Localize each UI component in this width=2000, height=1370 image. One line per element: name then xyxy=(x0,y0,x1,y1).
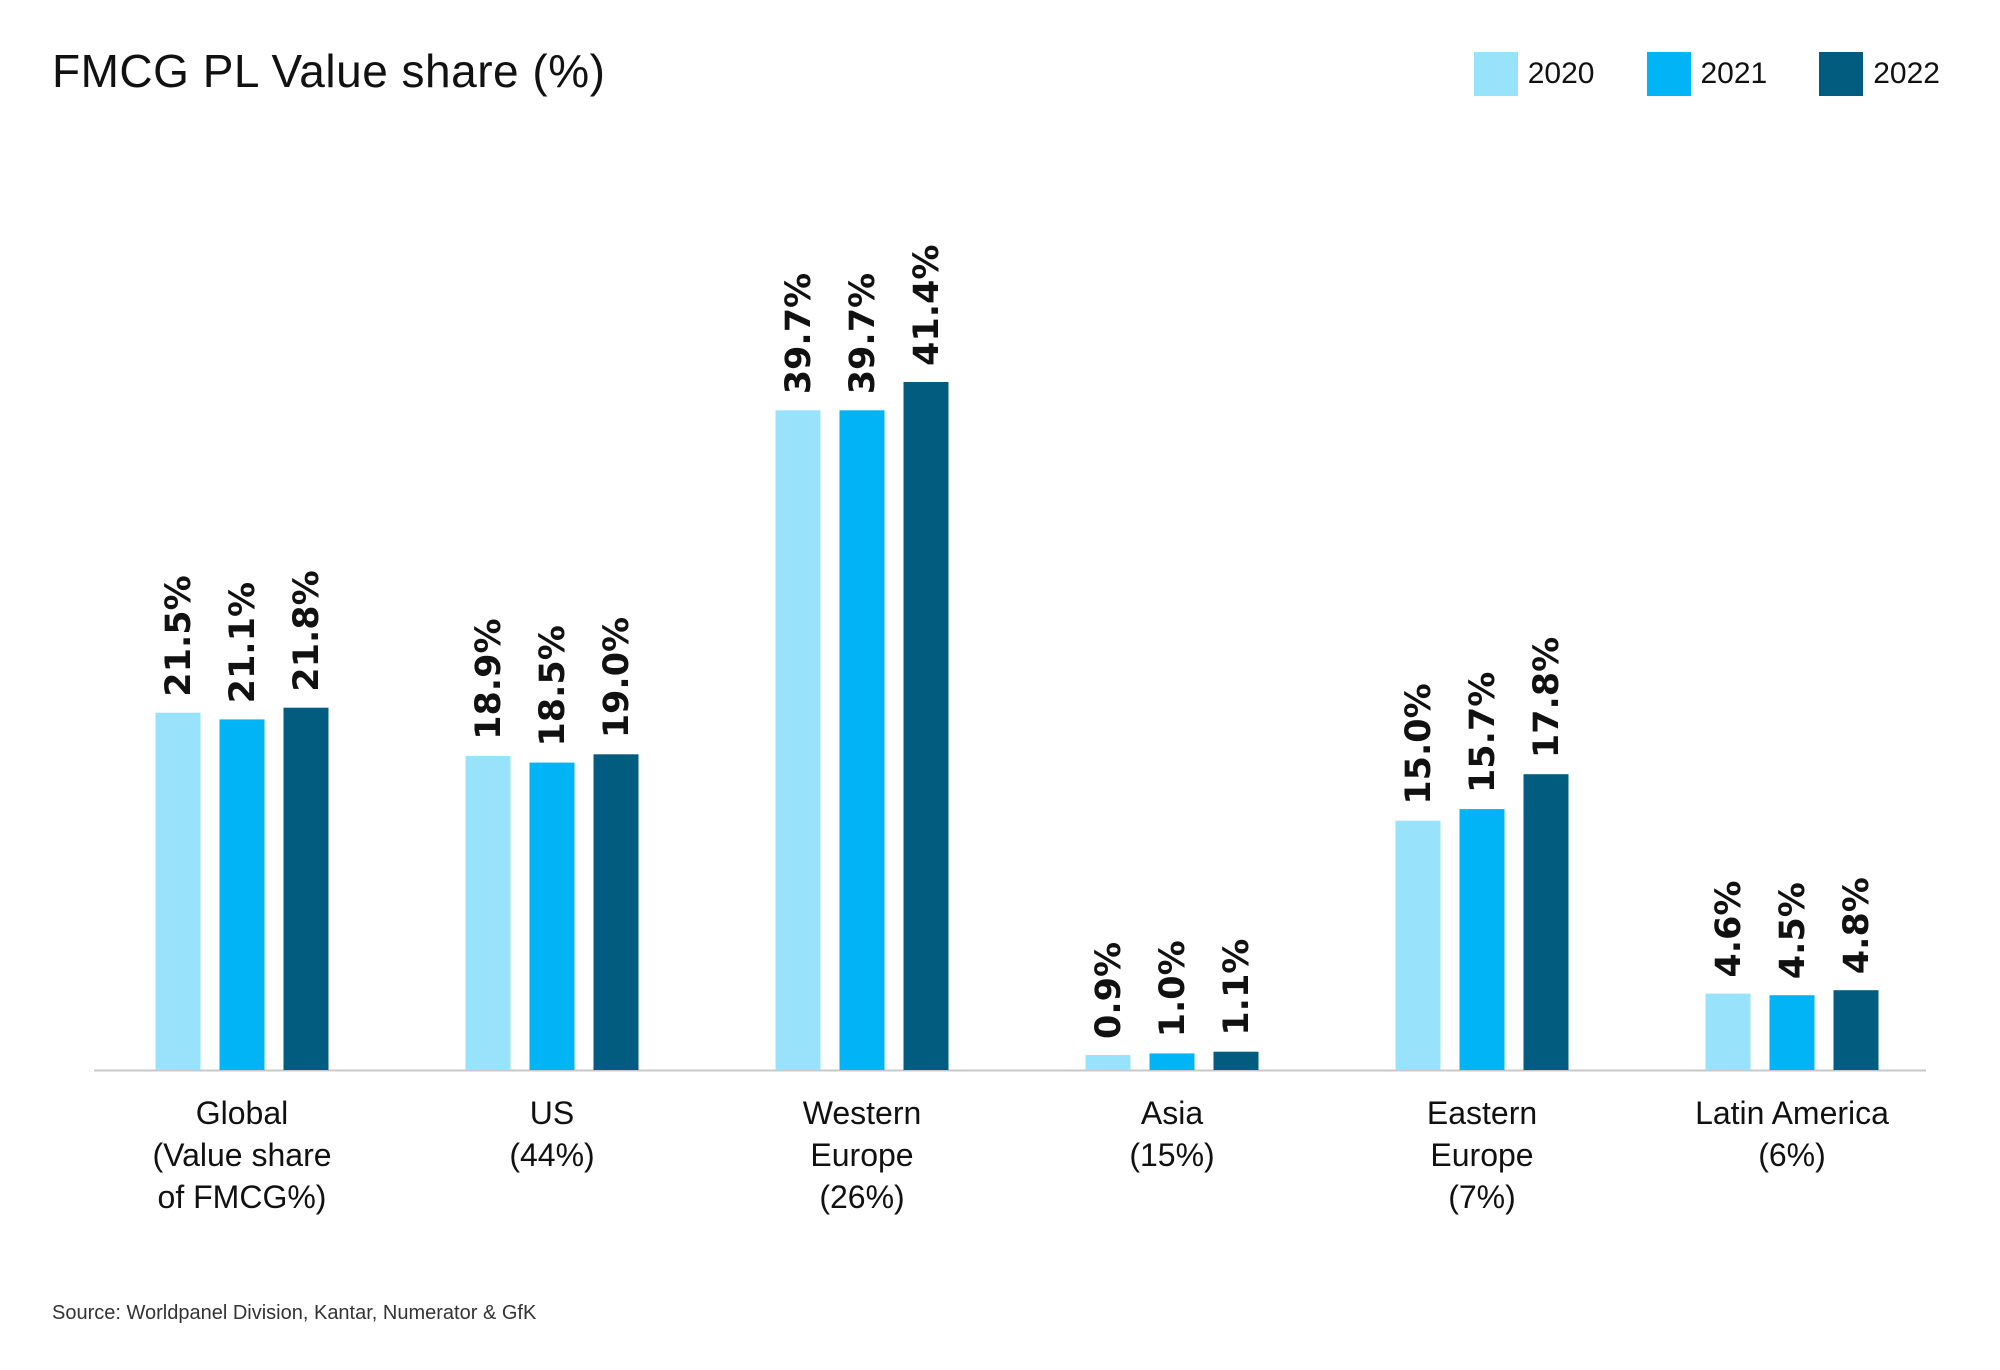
data-label-2021-2: 39.7% xyxy=(843,273,883,394)
category-label-line: Europe xyxy=(810,1137,913,1173)
bar-2022-2 xyxy=(903,382,949,1070)
legend-label-2022: 2022 xyxy=(1873,57,1940,90)
category-label-line: (6%) xyxy=(1758,1137,1826,1173)
bar-2020-2 xyxy=(775,410,821,1070)
category-label-line: (15%) xyxy=(1129,1137,1214,1173)
category-label-line: (Value share xyxy=(152,1137,331,1173)
data-label-2022-5: 4.8% xyxy=(1837,877,1877,974)
bar-2020-3 xyxy=(1085,1055,1131,1070)
legend-label-2021: 2021 xyxy=(1700,57,1768,90)
category-label-line: (26%) xyxy=(819,1179,904,1215)
data-label-2020-0: 21.5% xyxy=(159,575,199,696)
bar-2021-3 xyxy=(1149,1053,1195,1070)
data-label-2021-1: 18.5% xyxy=(533,625,573,746)
legend-item-2021: 2021 xyxy=(1646,52,1768,96)
data-label-2020-2: 39.7% xyxy=(779,273,819,394)
bar-2022-5 xyxy=(1833,990,1879,1070)
data-label-2022-4: 17.8% xyxy=(1527,637,1567,758)
bar-2020-0 xyxy=(155,712,201,1070)
legend-item-2022: 2022 xyxy=(1819,52,1940,96)
category-label-5: Latin America (6%) xyxy=(1695,1095,1889,1173)
data-label-2020-5: 4.6% xyxy=(1709,881,1749,978)
data-label-2020-4: 15.0% xyxy=(1399,683,1439,804)
bar-2020-5 xyxy=(1705,993,1751,1070)
data-label-2020-1: 18.9% xyxy=(469,618,509,739)
category-label-line: (7%) xyxy=(1448,1179,1516,1215)
category-label-line: (44%) xyxy=(509,1137,594,1173)
source-note: Source: Worldpanel Division, Kantar, Num… xyxy=(52,1302,537,1324)
bar-2021-4 xyxy=(1459,809,1505,1070)
category-label-0: Global (Value share of FMCG%) xyxy=(152,1095,331,1215)
legend-item-2020: 2020 xyxy=(1473,52,1595,96)
category-label-line: US xyxy=(530,1095,574,1131)
bar-2020-4 xyxy=(1395,820,1441,1070)
bar-2021-2 xyxy=(839,410,885,1070)
category-label-3: Asia (15%) xyxy=(1129,1095,1214,1173)
data-label-2022-3: 1.1% xyxy=(1217,939,1257,1036)
data-label-2020-3: 0.9% xyxy=(1089,942,1129,1039)
chart-legend: 2020 2021 2022 xyxy=(1473,52,1940,96)
category-label-line: Western xyxy=(803,1095,922,1131)
bar-2021-1 xyxy=(529,762,575,1070)
bar-2022-1 xyxy=(593,754,639,1070)
category-label-line: Eastern xyxy=(1427,1095,1537,1131)
data-label-2021-3: 1.0% xyxy=(1153,940,1193,1037)
data-label-2021-5: 4.5% xyxy=(1773,882,1813,979)
bar-2022-0 xyxy=(283,707,329,1070)
category-label-1: US (44%) xyxy=(509,1095,594,1173)
data-label-2022-1: 19.0% xyxy=(597,617,637,738)
bar-2022-3 xyxy=(1213,1051,1259,1070)
data-label-2022-2: 41.4% xyxy=(907,245,947,366)
data-label-2021-4: 15.7% xyxy=(1463,672,1503,793)
bar-2020-1 xyxy=(465,755,511,1070)
chart-title: FMCG PL Value share (%) xyxy=(52,45,606,97)
data-label-2022-0: 21.8% xyxy=(287,570,327,691)
category-label-2: Western Europe (26%) xyxy=(803,1095,922,1215)
category-label-line: Europe xyxy=(1430,1137,1533,1173)
data-label-2021-0: 21.1% xyxy=(223,582,263,703)
bar-2021-5 xyxy=(1769,995,1815,1070)
bar-2022-4 xyxy=(1523,774,1569,1070)
category-label-line: Asia xyxy=(1141,1095,1203,1131)
legend-swatch-2022 xyxy=(1819,52,1864,96)
legend-swatch-2020 xyxy=(1473,52,1518,96)
category-label-4: Eastern Europe (7%) xyxy=(1427,1095,1537,1215)
legend-label-2020: 2020 xyxy=(1527,57,1595,90)
bar-2021-0 xyxy=(219,719,265,1070)
category-label-line: Global xyxy=(196,1095,289,1131)
category-label-line: Latin America xyxy=(1695,1095,1889,1131)
legend-swatch-2021 xyxy=(1646,52,1691,96)
category-label-line: of FMCG%) xyxy=(158,1179,327,1215)
